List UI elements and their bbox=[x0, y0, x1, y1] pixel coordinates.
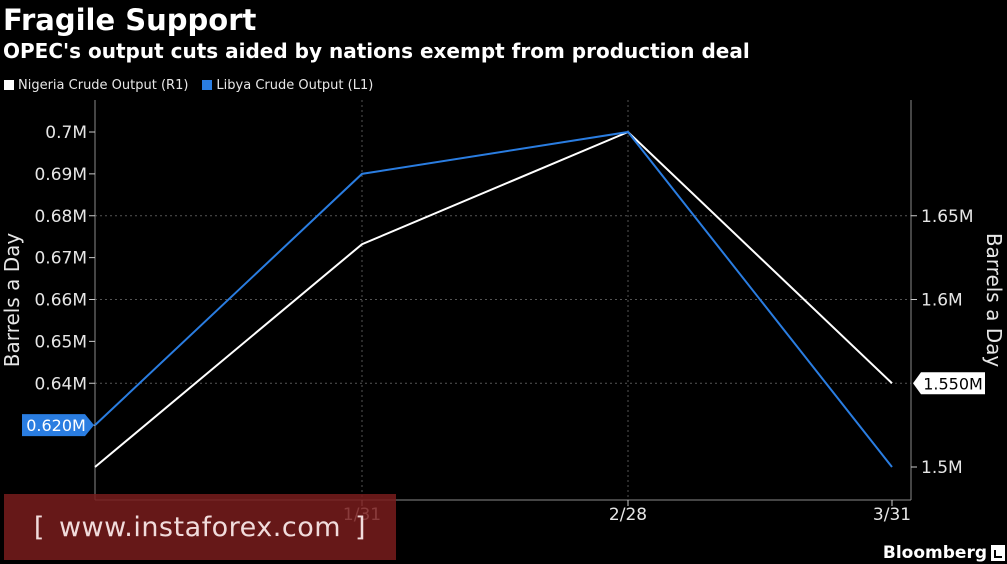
watermark-bracket-left: [ bbox=[33, 511, 45, 543]
legend-item-nigeria: Nigeria Crude Output (R1) bbox=[4, 78, 188, 93]
legend-swatch-nigeria bbox=[4, 80, 14, 90]
chart-icon bbox=[991, 545, 1005, 561]
left-tick-label: 0.65M bbox=[34, 332, 87, 352]
bloomberg-logo: Bloomberg bbox=[883, 543, 1005, 563]
right-tick-label: 1.5M bbox=[921, 458, 963, 478]
brand-name: Bloomberg bbox=[882, 543, 987, 563]
axes bbox=[89, 100, 917, 506]
left-tick-label: 0.69M bbox=[34, 165, 87, 185]
watermark-text: www.instaforex.com bbox=[58, 511, 342, 543]
libya-first-value-label: 0.620M bbox=[26, 416, 86, 435]
gridlines bbox=[95, 100, 911, 499]
chart-subtitle: OPEC's output cuts aided by nations exem… bbox=[3, 39, 750, 63]
left-tick-label: 0.7M bbox=[45, 123, 87, 143]
left-tick-label: 0.64M bbox=[34, 374, 87, 394]
series-lines bbox=[94, 130, 893, 468]
left-tick-label: 0.66M bbox=[34, 291, 87, 311]
libya-first-value-tag bbox=[22, 414, 94, 437]
series-line-nigeria bbox=[94, 130, 893, 468]
left-tick-label: 0.67M bbox=[34, 249, 87, 269]
left-tick-label: 0.68M bbox=[34, 207, 87, 227]
right-tick-label: 1.65M bbox=[921, 207, 974, 227]
nigeria-last-value-tag bbox=[913, 372, 985, 395]
chart-title: Fragile Support bbox=[3, 3, 257, 37]
series-line-libya bbox=[94, 130, 893, 468]
right-tick-label: 1.6M bbox=[921, 291, 963, 311]
legend-swatch-libya bbox=[202, 80, 213, 90]
legend-label-nigeria: Nigeria Crude Output (R1) bbox=[18, 77, 189, 93]
watermark: [ www.instaforex.com ] bbox=[4, 494, 396, 560]
watermark-bracket-right: ] bbox=[355, 511, 367, 543]
axis-labels: 0.63M0.64M0.65M0.66M0.67M0.68M0.69M0.7M1… bbox=[0, 123, 1006, 525]
legend-item-libya: Libya Crude Output (L1) bbox=[202, 78, 373, 93]
nigeria-last-value-label: 1.550M bbox=[923, 374, 983, 393]
x-tick-label: 3/31 bbox=[873, 505, 911, 525]
x-tick-label: 2/28 bbox=[609, 505, 647, 525]
right-axis-title: Barrels a Day bbox=[982, 233, 1006, 368]
legend-label-libya: Libya Crude Output (L1) bbox=[216, 77, 374, 93]
legend: Nigeria Crude Output (R1) Libya Crude Ou… bbox=[4, 75, 373, 95]
left-axis-title: Barrels a Day bbox=[0, 233, 24, 368]
